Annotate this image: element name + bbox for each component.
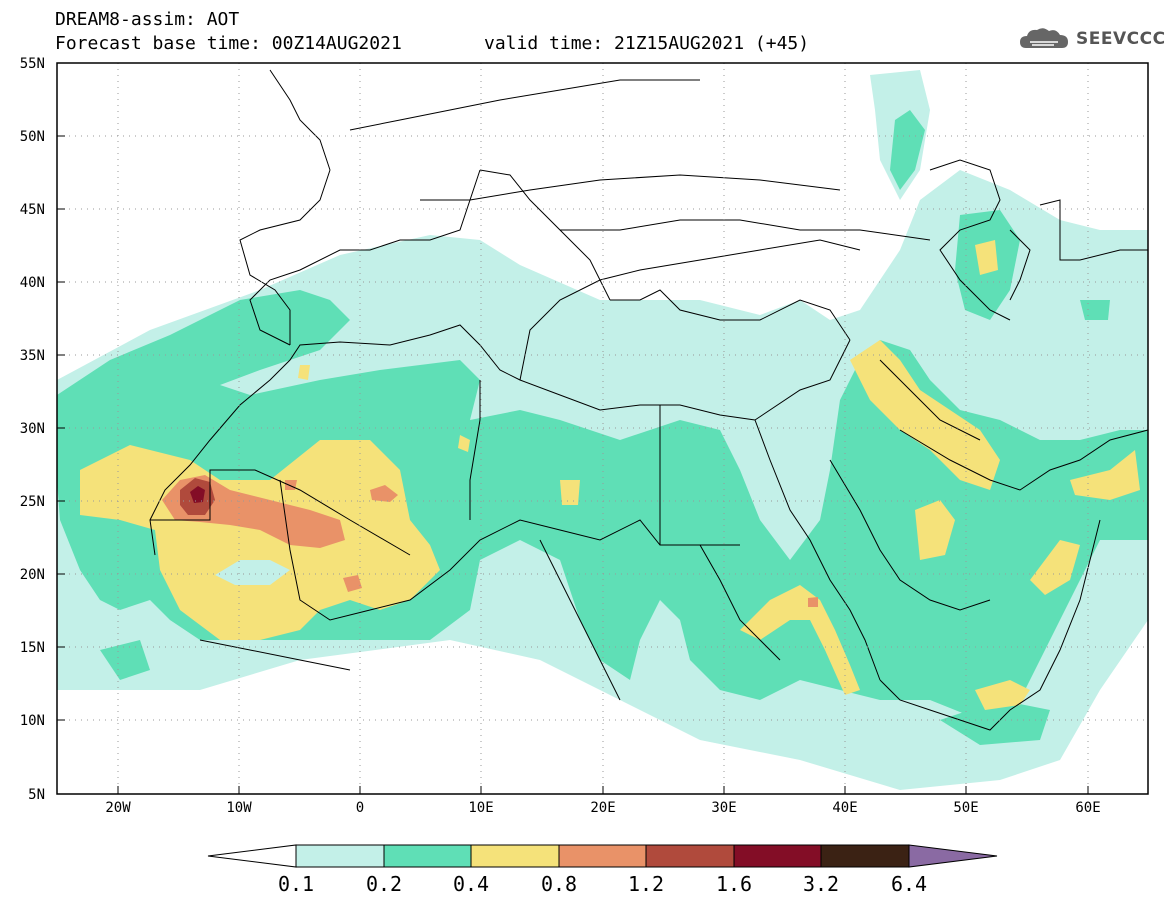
colorbar-swatch — [558, 844, 647, 868]
map-title: DREAM8-assim: AOT — [55, 9, 240, 30]
lon-label: 50E — [953, 800, 978, 816]
colorbar-under-triangle — [207, 844, 297, 868]
colorbar: 0.1 0.2 0.4 0.8 1.2 1.6 3.2 6.4 — [207, 844, 998, 896]
colorbar-swatch — [383, 844, 472, 868]
longitude-labels: 20W 10W 0 10E 20E 30E 40E 50E 60E — [105, 800, 1100, 816]
lon-label: 30E — [711, 800, 736, 816]
colorbar-swatch — [470, 844, 560, 868]
colorbar-label: 0.2 — [366, 872, 402, 896]
colorbar-label: 0.4 — [453, 872, 489, 896]
lat-label: 20N — [20, 567, 45, 583]
lon-label: 20E — [590, 800, 615, 816]
lat-label: 35N — [20, 348, 45, 364]
lat-label: 15N — [20, 640, 45, 656]
latitude-labels: 55N 50N 45N 40N 35N 30N 25N 20N 15N 10N … — [20, 56, 45, 803]
aot-contours — [57, 70, 1148, 790]
lat-label: 30N — [20, 421, 45, 437]
seevccc-logo: SEEVCCC — [1018, 26, 1165, 52]
lat-label: 5N — [28, 787, 45, 803]
lat-label: 50N — [20, 129, 45, 145]
colorbar-label: 0.8 — [541, 872, 577, 896]
colorbar-label: 3.2 — [803, 872, 839, 896]
lon-label: 60E — [1075, 800, 1100, 816]
valid-time: valid time: 21Z15AUG2021 (+45) — [484, 33, 810, 54]
lon-label: 10W — [226, 800, 252, 816]
colorbar-label: 6.4 — [891, 872, 927, 896]
lat-label: 25N — [20, 494, 45, 510]
lat-label: 45N — [20, 202, 45, 218]
lat-label: 10N — [20, 713, 45, 729]
colorbar-swatch — [295, 844, 385, 868]
colorbar-label: 1.2 — [628, 872, 664, 896]
axis-ticks — [57, 62, 1089, 795]
forecast-base-time: Forecast base time: 00Z14AUG2021 — [55, 33, 402, 54]
colorbar-over-triangle — [908, 844, 998, 868]
colorbar-swatch — [645, 844, 735, 868]
lon-label: 0 — [356, 800, 364, 816]
logo-text: SEEVCCC — [1076, 29, 1165, 49]
colorbar-swatch — [820, 844, 910, 868]
colorbar-label: 0.1 — [278, 872, 314, 896]
colorbar-swatch — [733, 844, 822, 868]
coastlines-borders — [149, 69, 1148, 731]
lon-label: 20W — [105, 800, 131, 816]
lon-label: 10E — [468, 800, 493, 816]
lat-label: 55N — [20, 56, 45, 72]
lat-label: 40N — [20, 275, 45, 291]
colorbar-label: 1.6 — [716, 872, 752, 896]
lon-label: 40E — [832, 800, 857, 816]
cloud-logo-icon — [1020, 28, 1068, 48]
